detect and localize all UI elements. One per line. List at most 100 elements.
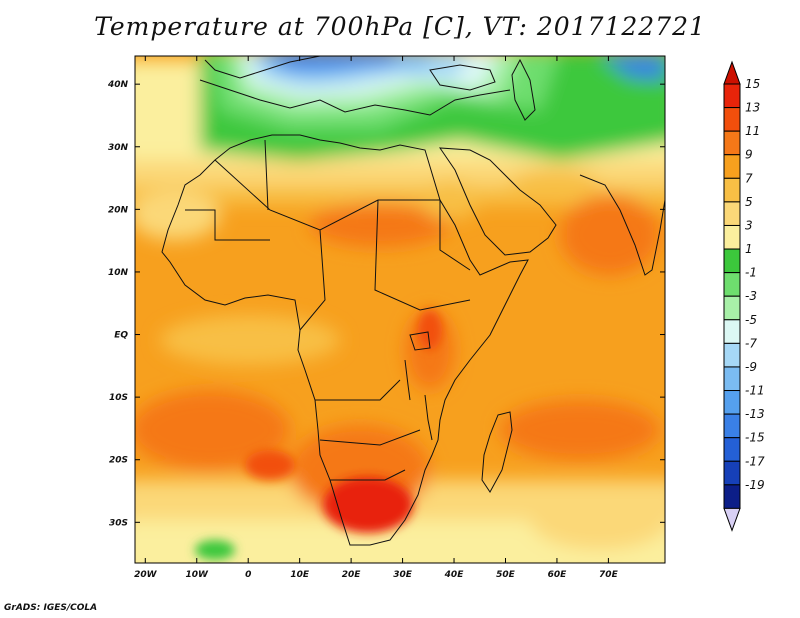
field-sio-cool (530, 490, 665, 550)
field-hot-core-3 (418, 310, 442, 350)
colorbar-swatch (723, 366, 741, 392)
lon-tick-label: 40E (444, 570, 465, 580)
field-hot-core-1 (323, 477, 413, 533)
lon-axis: 20W 10W 0 10E 20E 30E 40E 50E 60E 70E (134, 570, 619, 580)
lon-tick-label: 10E (290, 570, 310, 580)
colorbar-swatch (723, 177, 741, 203)
colorbar-label: 11 (745, 124, 760, 138)
colorbar-swatch (723, 437, 741, 462)
africa-coast (161, 134, 529, 546)
colorbar-swatch (723, 390, 741, 415)
lat-tick-label: 30N (108, 143, 129, 153)
colorbar-swatch (723, 83, 741, 109)
lat-tick-label: 20N (108, 205, 129, 215)
colorbar-underflow-arrow (723, 507, 741, 532)
europe-coast (204, 56, 321, 79)
border-2 (299, 229, 326, 331)
lon-tick-label: 0 (245, 570, 251, 580)
arabia-coast (439, 147, 557, 256)
coastlines (161, 56, 665, 546)
colorbar-label: 3 (745, 218, 753, 232)
colorbar-swatch (723, 248, 741, 274)
colorbar-swatch (723, 201, 741, 226)
colorbar-swatch (723, 413, 741, 439)
colorbar-swatch (723, 224, 741, 250)
lat-tick-label: 30S (109, 518, 128, 528)
border-6 (185, 209, 270, 241)
colorbar-swatch (723, 319, 741, 344)
lon-tick-label: 10W (186, 570, 210, 580)
field-atlantic-nw (135, 60, 200, 160)
colorbar-swatch (723, 107, 741, 132)
border-7 (330, 469, 406, 481)
india-coast (579, 174, 665, 276)
map-title: Temperature at 700hPa [C], VT: 201712272… (94, 12, 706, 41)
map-frame (134, 55, 666, 564)
field-gulf-cool (160, 315, 340, 365)
lake-tanganyika (404, 359, 411, 401)
border-5 (315, 379, 401, 401)
field-arabia-cool (420, 180, 480, 220)
mediterranean-north (199, 79, 511, 116)
colorbar-swatch (723, 154, 741, 179)
lake-victoria (409, 331, 431, 351)
colorbar-label: -17 (745, 454, 765, 468)
colorbar-label: 15 (745, 77, 760, 91)
lon-tick-label: 70E (599, 570, 619, 580)
colorbar: 15 13 11 9 7 5 3 1 -1 -3 -5 -7 -9 -11 -13 -15 -17 -19 (723, 60, 765, 532)
colorbar-label: -5 (745, 313, 757, 327)
lon-tick-label: 20W (134, 570, 158, 580)
lat-tick-label: 40N (107, 80, 129, 90)
colorbar-label: -13 (745, 407, 765, 421)
field-india-warm (560, 195, 660, 275)
colorbar-label: 7 (745, 171, 753, 185)
colorbar-swatch (723, 342, 741, 368)
field-west-cool (135, 190, 220, 240)
colorbar-swatch (723, 484, 741, 509)
footer-credit: GrADS: IGES/COLA (4, 603, 98, 613)
border-9 (439, 200, 471, 271)
colorbar-label: 5 (745, 195, 753, 209)
madagascar-coast (481, 411, 513, 493)
colorbar-overflow-arrow (723, 60, 741, 85)
border-4 (319, 429, 421, 446)
field-iran-cool (510, 170, 600, 200)
border-8 (264, 139, 269, 211)
lat-axis: 40N 30N 20N 10N EQ 10S 20S 30S (107, 80, 129, 528)
border-3 (374, 199, 471, 311)
colorbar-label: -1 (745, 266, 757, 280)
colorbar-label: -15 (745, 431, 765, 445)
lat-tick-label: EQ (114, 331, 128, 341)
lon-tick-label: 30E (393, 570, 413, 580)
field-indian-warm (500, 400, 660, 460)
colorbar-label: -9 (745, 360, 757, 374)
colorbar-swatch (723, 272, 741, 297)
lon-tick-label: 60E (548, 570, 568, 580)
colorbar-swatch (723, 295, 741, 321)
colorbar-label: 9 (745, 148, 753, 162)
lon-tick-label: 50E (496, 570, 516, 580)
lake-malawi (424, 394, 433, 441)
colorbar-label: -19 (745, 478, 765, 492)
lat-tick-label: 10N (108, 268, 129, 278)
field-satl-warm (135, 390, 290, 470)
lon-tick-label: 20E (342, 570, 362, 580)
colorbar-label: 13 (745, 101, 760, 115)
field-hot-core-2 (245, 450, 295, 480)
colorbar-label: 1 (745, 242, 753, 256)
lat-tick-label: 10S (109, 393, 128, 403)
black-sea (429, 64, 496, 91)
colorbar-label: -11 (745, 384, 765, 398)
colorbar-label: -7 (745, 336, 757, 350)
axis-ticks (135, 56, 665, 563)
colorbar-label: -3 (745, 289, 757, 303)
field-sw-green (195, 540, 235, 560)
field-sahara-warm (310, 203, 450, 247)
colorbar-swatch (723, 460, 741, 486)
colorbar-swatch (723, 130, 741, 156)
temperature-field (135, 56, 665, 563)
lat-tick-label: 20S (109, 456, 128, 466)
caspian (511, 58, 536, 121)
field-ne-blue (600, 56, 665, 80)
